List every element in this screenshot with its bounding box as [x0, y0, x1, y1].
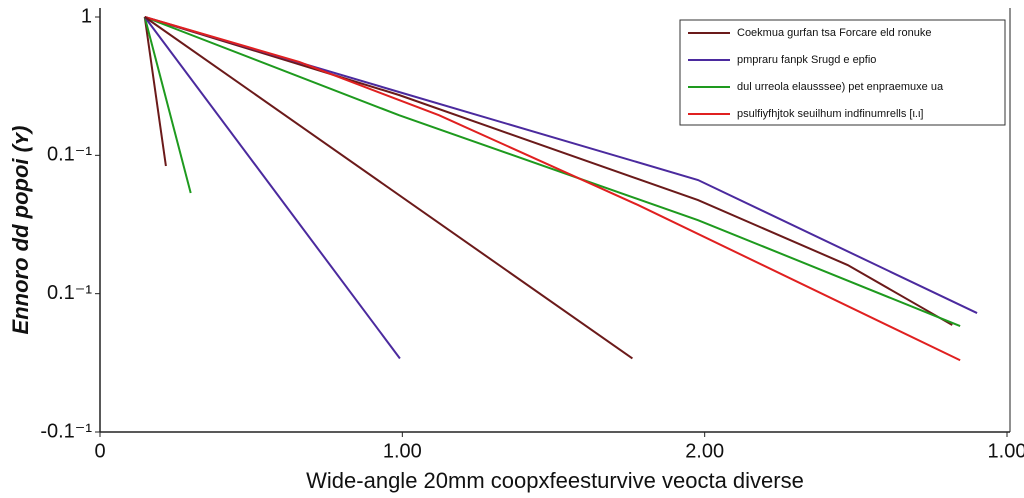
y-tick-label: 0.1⁻¹	[47, 144, 92, 166]
legend-label: Coekmua gurfan tsa Forcare eld ronuke	[737, 27, 931, 39]
series-line	[144, 16, 953, 326]
x-tick-label: 2.00	[685, 440, 724, 462]
legend-box	[679, 19, 1006, 126]
y-tick-label: 0.1⁻¹	[47, 282, 92, 304]
legend-label: psulfiyfhjtok seuilhum indfinumrells [ι.…	[737, 108, 923, 120]
series-line	[144, 16, 961, 328]
legend-label: dul urreola elausssee) pet enpraemuxe ua	[737, 81, 944, 93]
x-tick-label: 1.00	[988, 440, 1024, 462]
x-axis-label: Wide-angle 20mm coopxfeesturvive veocta …	[306, 468, 804, 493]
x-tick-label: 1.00	[383, 440, 422, 462]
y-tick-label: -0.1⁻¹	[40, 420, 92, 442]
series-line	[143, 16, 167, 167]
x-tick-label: 0	[94, 440, 105, 462]
y-axis-label: Ennoro dd popoi (ʏ)	[8, 126, 33, 335]
series-line	[143, 16, 401, 360]
y-tick-label: 1	[81, 5, 92, 27]
series-line	[143, 16, 192, 194]
series-line	[144, 16, 633, 360]
series-line	[144, 16, 961, 362]
legend-label: pmpraru fanpk Srugd e epfio	[737, 54, 876, 66]
